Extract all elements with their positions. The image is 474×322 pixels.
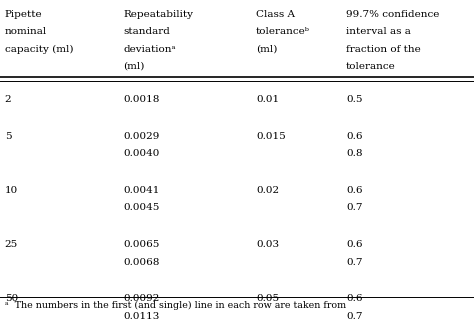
Text: toleranceᵇ: toleranceᵇ (256, 27, 310, 36)
Text: 5: 5 (5, 132, 11, 141)
Text: Class A: Class A (256, 10, 295, 19)
Text: 0.7: 0.7 (346, 258, 363, 267)
Text: 0.5: 0.5 (346, 95, 363, 104)
Text: 0.6: 0.6 (346, 240, 363, 249)
Text: 0.0092: 0.0092 (123, 294, 160, 303)
Text: 0.03: 0.03 (256, 240, 279, 249)
Text: interval as a: interval as a (346, 27, 411, 36)
Text: 0.6: 0.6 (346, 186, 363, 195)
Text: 0.05: 0.05 (256, 294, 279, 303)
Text: 0.0041: 0.0041 (123, 186, 160, 195)
Text: 25: 25 (5, 240, 18, 249)
Text: (ml): (ml) (256, 44, 277, 53)
Text: 0.015: 0.015 (256, 132, 286, 141)
Text: 0.8: 0.8 (346, 149, 363, 158)
Text: 0.0113: 0.0113 (123, 312, 160, 321)
Text: standard: standard (123, 27, 170, 36)
Text: deviationᵃ: deviationᵃ (123, 44, 176, 53)
Text: 10: 10 (5, 186, 18, 195)
Text: Pipette: Pipette (5, 10, 42, 19)
Text: ᵃ  The numbers in the first (and single) line in each row are taken from: ᵃ The numbers in the first (and single) … (5, 301, 346, 310)
Text: 0.6: 0.6 (346, 132, 363, 141)
Text: Repeatability: Repeatability (123, 10, 193, 19)
Text: 2: 2 (5, 95, 11, 104)
Text: (ml): (ml) (123, 62, 145, 71)
Text: 0.7: 0.7 (346, 312, 363, 321)
Text: 0.0045: 0.0045 (123, 204, 160, 213)
Text: fraction of the: fraction of the (346, 44, 421, 53)
Text: capacity (ml): capacity (ml) (5, 44, 73, 54)
Text: 0.0065: 0.0065 (123, 240, 160, 249)
Text: nominal: nominal (5, 27, 47, 36)
Text: tolerance: tolerance (346, 62, 396, 71)
Text: 0.02: 0.02 (256, 186, 279, 195)
Text: 0.6: 0.6 (346, 294, 363, 303)
Text: 0.7: 0.7 (346, 204, 363, 213)
Text: 0.0040: 0.0040 (123, 149, 160, 158)
Text: 99.7% confidence: 99.7% confidence (346, 10, 439, 19)
Text: 0.01: 0.01 (256, 95, 279, 104)
Text: 50: 50 (5, 294, 18, 303)
Text: 0.0029: 0.0029 (123, 132, 160, 141)
Text: 0.0068: 0.0068 (123, 258, 160, 267)
Text: 0.0018: 0.0018 (123, 95, 160, 104)
